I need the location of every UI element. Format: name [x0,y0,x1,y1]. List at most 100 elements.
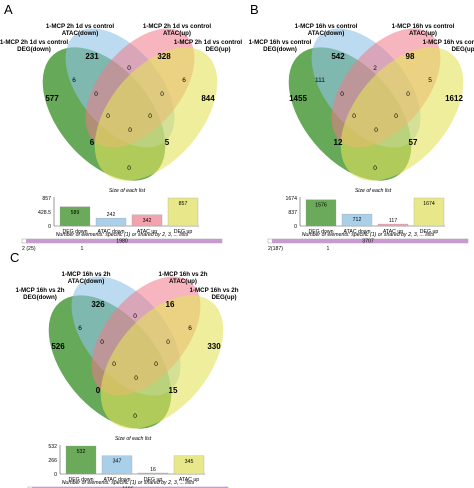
panel-c: C 1-MCP 16h vs 2h DEG(down) 1-MCP 16h vs 2h… [10,250,239,488]
label-atac-up-sub: ATAC(up) [169,278,197,285]
count-three-c: 6 [90,138,95,147]
count-atacdown-degup: 0 [160,91,164,98]
bar-value-label: 16 [150,467,156,473]
count-atacup-degup: 6 [182,77,186,84]
label-atac-down: 1-MCP 2h 1d vs control [46,23,115,30]
count-three-b: 0 [148,113,152,120]
count-three-a: 0 [112,361,116,368]
count-deg-up-only: 844 [201,94,215,103]
elements-right-label: 1 [327,246,330,252]
bar-value-label: 857 [179,201,188,207]
bar-value-label: 242 [107,212,116,218]
label-deg-down: 1-MCP 2h 1d vs control [0,39,68,46]
count-three-d: 15 [169,386,178,395]
count-three-b: 0 [154,361,158,368]
bar-tick-mid: 266 [48,458,57,464]
bar-tick-mid: 428.5 [38,210,51,216]
size-title: Size of each list [115,436,152,442]
count-atac-up-only: 328 [157,52,171,61]
count-deg-down-only: 526 [51,342,65,351]
count-three-b: 0 [394,113,398,120]
count-atacdown-atacup: 2 [373,65,377,72]
bar-deg-up [413,197,445,227]
label-atac-up-sub: ATAC(up) [409,30,437,37]
venn-diagram [288,28,464,181]
elements-caption: Number of elements: specific (1) or shar… [302,232,435,238]
count-degdown-degup: 0 [133,413,137,420]
count-atacup-degup: 5 [428,77,432,84]
label-deg-up: 1-MCP 2h 1d vs control [174,39,243,46]
count-atac-up-only: 98 [406,52,415,61]
count-atacdown-atacup: 0 [127,65,131,72]
label-deg-up: 1-MCP 16h vs 2h [189,287,238,294]
bar-category-label: ATAC up [383,229,403,235]
venn-diagram [42,28,218,181]
bar-deg-up [167,197,199,227]
count-deg-down-only: 577 [45,94,59,103]
bar-category-label: ATAC down [104,477,131,483]
count-all: 0 [128,127,132,134]
bar-category-label: DEG down [62,229,87,235]
bar-deg-down [305,199,337,227]
label-atac-down-sub: ATAC(down) [308,30,345,37]
ellipse-deg-up [100,295,224,429]
label-atac-up: 1-MCP 2h 1d vs control [143,23,212,30]
panel-letter: C [10,250,19,265]
count-atacdown-degup: 0 [406,91,410,98]
bar-atac-up [377,223,409,227]
label-deg-up-sub: DEG(up) [205,46,230,53]
bar-deg-down [65,445,97,475]
venn-diagram [48,276,224,429]
bar-category-label: DEG up [420,229,439,235]
bar-value-label: 117 [389,218,397,224]
count-degdown-atacup: 0 [94,91,98,98]
elements-caption: Number of elements: specific (1) or shar… [56,232,189,238]
count-three-c: 12 [334,138,343,147]
count-three-a: 0 [106,113,110,120]
size-bar-chart: Size of each list 857 428.5 0 589 DEG down 242… [38,188,199,235]
elements-caption: Number of elements: specific (1) or shar… [62,480,195,486]
panel-letter: A [4,2,13,17]
bar-category-label: DEG up [144,477,163,483]
elements-left-label: 2 (25) [22,246,36,252]
label-atac-up-sub: ATAC(up) [163,30,191,37]
count-atac-up-only: 16 [166,300,175,309]
count-degdown-atacdown: 6 [72,77,76,84]
label-atac-down: 1-MCP 16h vs 2h [61,271,110,278]
count-all: 0 [374,127,378,134]
bar-tick-zero: 0 [48,224,51,230]
count-deg-up-only: 330 [207,342,221,351]
bar-value-label: 712 [353,217,362,223]
count-three-c: 0 [96,386,101,395]
count-degdown-atacdown: 111 [315,77,325,84]
label-deg-down-sub: DEG(down) [263,46,297,53]
bar-atac-up [131,214,163,227]
bar-tick-max: 532 [48,444,57,450]
bar-atac-down [95,217,127,227]
label-deg-down-sub: DEG(down) [23,294,57,301]
count-degdown-degup: 0 [127,165,131,172]
label-atac-down-sub: ATAC(down) [62,30,99,37]
bar-value-label: 347 [113,459,122,465]
bar-atac-down [341,213,373,227]
bar-value-label: 1674 [423,201,435,207]
label-atac-up: 1-MCP 16h vs control [392,23,455,30]
label-deg-up-sub: DEG(up) [211,294,236,301]
count-atacup-degup: 6 [188,325,192,332]
size-bar-chart: Size of each list 532 266 0 532 DEG down 347 AT… [48,436,205,483]
label-deg-up-sub: DEG(up) [451,46,474,53]
bar-category-label: DEG down [308,229,333,235]
count-atac-down-only: 542 [331,52,345,61]
count-three-d: 5 [165,138,170,147]
elements-total: 3707 [362,239,374,245]
count-deg-up-only: 1612 [445,94,463,103]
bar-tick-mid: 837 [288,210,297,216]
bar-tick-zero: 0 [294,224,297,230]
bar-value-label: 345 [185,459,194,465]
bar-atac-down [101,455,133,475]
count-atac-down-only: 231 [85,52,99,61]
panel-letter: B [250,2,259,17]
bar-category-label: ATAC down [98,229,125,235]
